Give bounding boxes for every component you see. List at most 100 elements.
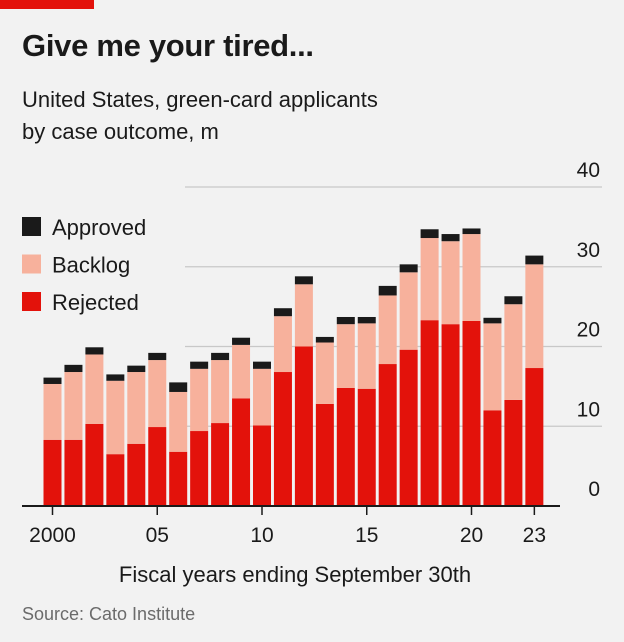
bar-approved-2015 xyxy=(357,316,376,324)
bar-backlog-2003 xyxy=(106,380,125,455)
bar-backlog-2022 xyxy=(504,304,523,400)
bar-rejected-2015 xyxy=(357,388,376,506)
bar-backlog-2017 xyxy=(399,272,418,350)
bar-rejected-2001 xyxy=(64,439,83,506)
bar-approved-2010 xyxy=(253,361,271,369)
bar-approved-2012 xyxy=(294,276,313,285)
x-tick-label-2020: 20 xyxy=(460,524,483,547)
bar-rejected-2023 xyxy=(525,368,544,506)
bar-backlog-2005 xyxy=(148,360,167,428)
legend-swatch-rejected xyxy=(22,292,41,311)
subtitle-line-2: by case outcome, m xyxy=(22,119,219,144)
legend-swatch-approved xyxy=(22,217,41,236)
bar-rejected-2000 xyxy=(43,439,62,506)
source-note: Source: Cato Institute xyxy=(22,604,196,624)
bar-approved-2018 xyxy=(420,229,439,239)
x-tick-label-2005: 05 xyxy=(146,524,169,547)
bar-approved-2008 xyxy=(211,352,230,361)
x-axis-title: Fiscal years ending September 30th xyxy=(118,562,472,587)
legend: Approved Backlog Rejected xyxy=(22,215,146,315)
bar-backlog-2012 xyxy=(294,284,313,347)
bar-approved-2023 xyxy=(525,255,544,265)
bar-rejected-2017 xyxy=(399,349,418,506)
x-tick-label-2023: 23 xyxy=(523,524,546,547)
bar-backlog-2011 xyxy=(273,316,292,373)
bar-rejected-2022 xyxy=(504,399,523,506)
bar-backlog-2023 xyxy=(525,264,544,369)
bar-rejected-2010 xyxy=(253,425,271,506)
legend-label-backlog: Backlog xyxy=(52,253,130,278)
bar-rejected-2020 xyxy=(462,320,481,506)
bar-rejected-2021 xyxy=(483,410,502,506)
bar-backlog-2021 xyxy=(483,323,502,411)
bar-rejected-2007 xyxy=(190,431,209,506)
bar-rejected-2011 xyxy=(273,372,292,506)
bar-approved-2016 xyxy=(378,285,397,296)
bar-approved-2019 xyxy=(441,234,460,242)
bar-rejected-2019 xyxy=(441,324,460,506)
bar-rejected-2005 xyxy=(148,427,167,506)
bar-approved-2011 xyxy=(273,308,292,317)
bar-backlog-2020 xyxy=(462,234,481,321)
bar-rejected-2002 xyxy=(85,423,104,506)
legend-swatch-backlog xyxy=(22,254,41,274)
bar-approved-2006 xyxy=(169,382,188,392)
legend-label-rejected: Rejected xyxy=(52,290,139,315)
bar-rejected-2016 xyxy=(378,364,397,506)
bar-approved-2020 xyxy=(462,228,481,235)
axes: 0 10 20 30 40 2000 05 10 15 20 23 xyxy=(22,159,600,547)
bar-rejected-2006 xyxy=(169,451,188,506)
bar-approved-2003 xyxy=(106,374,125,381)
bar-approved-2014 xyxy=(336,316,355,325)
bar-rejected-2004 xyxy=(127,443,146,506)
subtitle-line-1: United States, green-card applicants xyxy=(22,87,378,112)
bar-approved-2001 xyxy=(64,364,83,373)
bar-approved-2021 xyxy=(483,317,502,324)
bar-backlog-2009 xyxy=(232,344,251,399)
bar-rejected-2003 xyxy=(106,454,125,506)
bar-approved-2004 xyxy=(127,365,146,373)
x-tick-label-2010: 10 xyxy=(250,524,273,547)
bar-backlog-2000 xyxy=(43,383,62,440)
bar-approved-2007 xyxy=(190,361,209,369)
bar-backlog-2013 xyxy=(315,342,334,404)
bar-backlog-2010 xyxy=(253,368,271,426)
bar-backlog-2004 xyxy=(127,372,146,444)
bar-approved-2017 xyxy=(399,264,418,273)
headline: Give me your tired... xyxy=(22,28,314,63)
y-tick-label-30: 30 xyxy=(577,239,600,262)
bar-rejected-2014 xyxy=(336,387,355,506)
bar-backlog-2002 xyxy=(85,354,104,424)
brand-tag xyxy=(0,0,94,9)
chart-subtitle: United States, green-card applicants by … xyxy=(22,84,378,148)
y-tick-label-0: 0 xyxy=(588,478,600,501)
legend-label-approved: Approved xyxy=(52,215,146,240)
bar-rejected-2018 xyxy=(420,320,439,506)
y-tick-label-40: 40 xyxy=(577,159,600,182)
bar-approved-2000 xyxy=(43,377,62,384)
x-tick-label-2015: 15 xyxy=(355,524,378,547)
bar-backlog-2001 xyxy=(64,372,83,440)
bar-rejected-2013 xyxy=(315,403,334,506)
bar-approved-2005 xyxy=(148,352,167,361)
bar-backlog-2018 xyxy=(420,238,439,321)
bar-approved-2022 xyxy=(504,296,523,305)
bar-approved-2009 xyxy=(232,337,251,345)
bar-rejected-2008 xyxy=(211,423,230,506)
bar-backlog-2008 xyxy=(211,360,230,424)
bar-backlog-2007 xyxy=(190,368,209,432)
bar-approved-2002 xyxy=(85,347,104,355)
bar-rejected-2012 xyxy=(294,346,313,506)
bar-rejected-2009 xyxy=(232,398,251,506)
bar-backlog-2015 xyxy=(357,323,376,389)
bar-backlog-2014 xyxy=(336,324,355,388)
bar-backlog-2006 xyxy=(169,391,188,452)
y-tick-label-10: 10 xyxy=(577,398,600,421)
bar-backlog-2016 xyxy=(378,295,397,365)
bar-backlog-2019 xyxy=(441,241,460,325)
y-tick-label-20: 20 xyxy=(577,319,600,342)
bar-approved-2013 xyxy=(315,336,334,343)
x-tick-label-2000: 2000 xyxy=(29,524,76,547)
bars xyxy=(43,228,544,506)
